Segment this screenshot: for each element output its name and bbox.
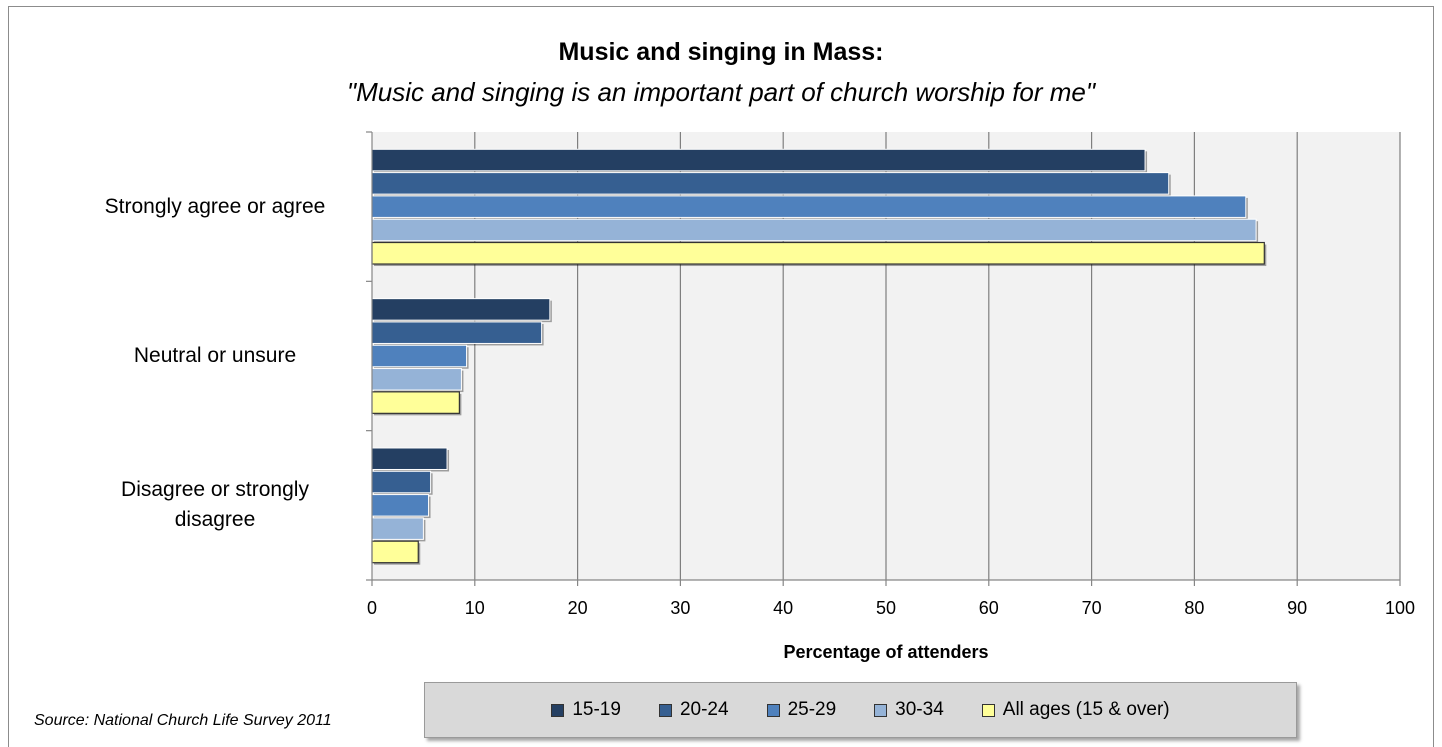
bar — [371, 298, 551, 321]
legend-item: 25-29 — [766, 699, 837, 721]
x-axis-title: Percentage of attenders — [783, 642, 988, 662]
legend-label: All ages (15 & over) — [1002, 699, 1170, 720]
legend-swatch — [874, 703, 888, 717]
x-tick-label: 60 — [979, 598, 999, 618]
x-tick-label: 100 — [1385, 598, 1415, 618]
legend-label: 25-29 — [787, 699, 837, 720]
chart-subtitle: "Music and singing is an important part … — [346, 77, 1096, 107]
bar — [371, 172, 1170, 195]
x-tick-label: 50 — [876, 598, 896, 618]
bar — [371, 344, 468, 368]
legend-item: 30-34 — [874, 699, 944, 721]
bar — [371, 494, 430, 517]
bar — [371, 218, 1257, 242]
legend-swatch — [658, 703, 672, 717]
legend-label: 30-34 — [895, 699, 944, 720]
legend-label: 20-24 — [679, 699, 729, 720]
category-label: Strongly agree or agree — [104, 194, 326, 218]
x-tick-label: 90 — [1287, 598, 1307, 618]
chart-frame — [8, 6, 1434, 747]
bar — [371, 391, 460, 414]
bar — [371, 368, 462, 391]
legend-item: 15-19 — [551, 699, 621, 721]
bar — [371, 321, 543, 344]
x-tick-label: 30 — [670, 598, 690, 618]
bar — [371, 148, 1146, 172]
bar — [371, 195, 1247, 218]
legend-item: 20-24 — [658, 699, 729, 721]
bar — [371, 540, 419, 564]
x-tick-label: 70 — [1082, 598, 1102, 618]
bar — [371, 241, 1265, 265]
legend-label: 15-19 — [572, 699, 621, 720]
legend-swatch — [766, 703, 780, 717]
chart-title: Music and singing in Mass: — [558, 38, 884, 66]
source-note: Source: National Church Life Survey 2011 — [34, 712, 332, 729]
bar — [371, 517, 424, 540]
legend-swatch — [981, 703, 995, 717]
category-label: Disagree or strongly disagree — [121, 478, 309, 532]
x-tick-label: 10 — [465, 598, 485, 618]
x-tick-label: 80 — [1184, 598, 1204, 618]
chart-legend: 15-19 20-24 25-29 30-34 All ages (15 & over) — [424, 682, 1297, 738]
x-tick-label: 40 — [773, 598, 793, 618]
bar — [371, 470, 432, 494]
bar — [371, 447, 448, 470]
legend-swatch — [551, 703, 565, 717]
x-tick-label: 20 — [568, 598, 588, 618]
category-label: Neutral or unsure — [133, 344, 297, 367]
legend-item: All ages (15 & over) — [981, 699, 1170, 721]
x-tick-label: 0 — [367, 598, 377, 618]
